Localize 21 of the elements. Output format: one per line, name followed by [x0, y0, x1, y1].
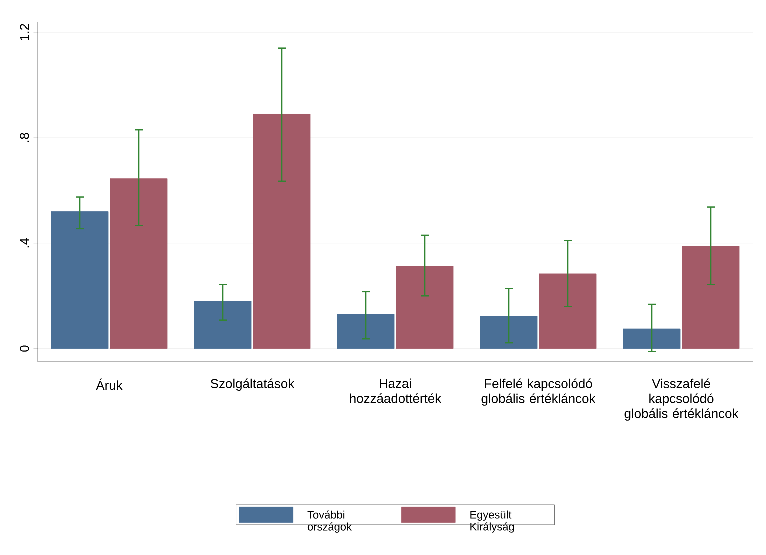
x-tick-label: Szolgáltatások: [210, 378, 295, 391]
x-tick-label: Hazai hozzáadottérték: [350, 378, 442, 404]
bar: [51, 212, 109, 350]
bar: [539, 274, 597, 350]
bar: [110, 178, 168, 350]
bar: [623, 328, 681, 350]
bar: [480, 316, 538, 350]
x-tick-label: Felfelé kapcsolódó globális értékláncok: [482, 378, 596, 406]
legend-label: További országok: [308, 510, 352, 533]
x-tick-label: Visszafelé kapcsolódó globális értékláncok: [624, 378, 739, 421]
bar: [337, 314, 395, 350]
bar: [253, 114, 311, 350]
y-tick-label: 1.2: [20, 24, 30, 41]
bar: [194, 301, 252, 350]
bar: [396, 266, 454, 350]
y-tick-label: 0: [20, 346, 30, 352]
x-tick-label: Áruk: [96, 378, 123, 390]
bar: [682, 246, 740, 350]
y-tick-label: .4: [20, 238, 30, 248]
legend-label: Egyesült Királyság: [470, 510, 514, 533]
y-tick-label: .8: [20, 133, 30, 142]
